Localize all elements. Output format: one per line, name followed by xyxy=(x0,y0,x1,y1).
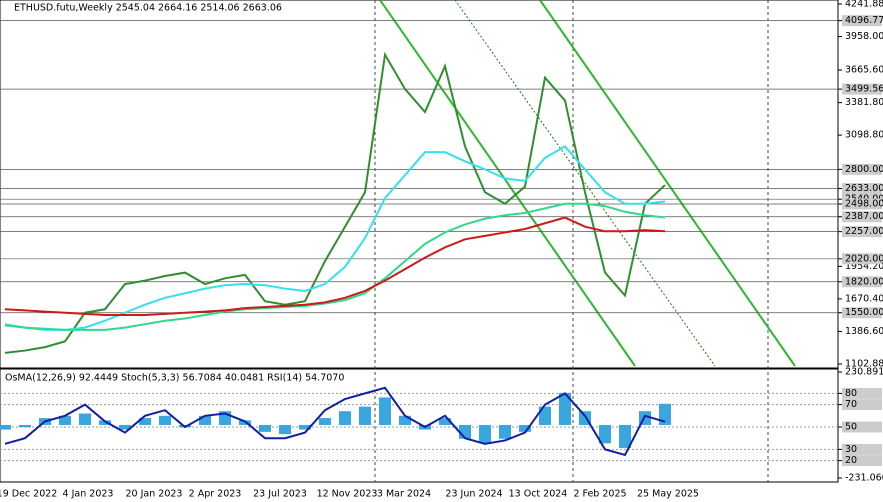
header: ETHUSD.futu,Weekly 2545.04 2664.16 2514.… xyxy=(14,3,282,14)
level-label-box xyxy=(842,307,882,319)
osma-bar xyxy=(459,424,471,439)
osma-bar xyxy=(0,424,11,430)
osma-bar xyxy=(619,424,631,448)
osma-bar xyxy=(79,413,91,425)
x-tick-label: 25 May 2025 xyxy=(637,489,699,500)
y-tick-label: 70 xyxy=(845,399,857,410)
y-tick-label: 2020.00 xyxy=(845,253,883,264)
channel-lines xyxy=(379,0,796,367)
osma-bar xyxy=(339,411,351,425)
y-tick-label: 1102.88 xyxy=(845,359,883,370)
y-tick-label: 3098.80 xyxy=(845,130,883,141)
y-tick-label: 230.8919 xyxy=(845,367,883,378)
trend-line xyxy=(454,0,716,367)
x-tick-label: 2 Apr 2023 xyxy=(189,489,242,500)
y-tick-label: 80 xyxy=(845,388,857,399)
period-separators xyxy=(374,0,769,482)
y-tick-label: 1820.00 xyxy=(845,276,883,287)
y-tick-label: 2257.00 xyxy=(845,226,883,237)
series-line xyxy=(4,202,666,331)
x-tick-label: 23 Jul 2023 xyxy=(253,489,307,500)
osma-bar xyxy=(659,403,671,425)
series-line xyxy=(4,51,666,354)
x-tick-label: 23 Jun 2024 xyxy=(445,489,502,500)
x-tick-label: 20 Jan 2023 xyxy=(126,489,183,500)
level-label-box xyxy=(842,198,882,210)
indicator-header: OsMA(12,26,9) 92.4449 Stoch(5,3,3) 56.70… xyxy=(5,373,344,384)
x-tick-label: 19 Dec 2022 xyxy=(0,489,57,500)
level-label-box xyxy=(842,211,882,223)
osma-bar xyxy=(399,415,411,425)
series-line xyxy=(4,386,666,457)
osma-bar xyxy=(19,424,31,428)
level-label-box xyxy=(842,399,882,411)
x-tick-label: 3 Mar 2024 xyxy=(377,489,431,500)
level-label-box xyxy=(842,83,882,95)
osma-bar xyxy=(319,418,331,425)
osma-bar xyxy=(259,424,271,432)
x-tick-label: 4 Jan 2023 xyxy=(63,489,114,500)
level-label-box xyxy=(842,163,882,175)
x-tick-label: 12 Nov 2023 xyxy=(317,489,378,500)
level-label-box xyxy=(842,276,882,288)
osma-bar xyxy=(279,424,291,435)
y-tick-label: 3381.80 xyxy=(845,97,883,108)
level-label-box xyxy=(842,226,882,238)
y-tick-label: 1670.40 xyxy=(845,293,883,304)
y-tick-label: -231.0603 xyxy=(845,473,883,484)
y-tick-label: 1954.20 xyxy=(845,261,883,272)
osma-bar xyxy=(199,415,211,425)
series-line xyxy=(4,216,666,317)
level-label-box xyxy=(842,253,882,265)
level-label-box xyxy=(842,183,882,195)
y-tick-label: 30 xyxy=(845,444,857,455)
y-tick-label: 50 xyxy=(845,422,857,433)
osma-bar xyxy=(159,415,171,425)
y-tick-label: 1386.60 xyxy=(845,326,883,337)
y-tick-label: 2387.00 xyxy=(845,211,883,222)
y-tick-label: 3499.56 xyxy=(845,84,883,95)
y-tick-label: 3958.00 xyxy=(845,31,883,42)
level-label-box xyxy=(842,443,882,455)
y-tick-label: 1550.00 xyxy=(845,307,883,318)
osma-bar xyxy=(139,418,151,425)
series-line xyxy=(4,145,666,331)
level-label-box xyxy=(842,387,882,399)
osma-bar xyxy=(379,397,391,425)
y-tick-label: 2633.00 xyxy=(845,183,883,194)
level-label-box xyxy=(842,421,882,433)
x-tick-label: 13 Oct 2024 xyxy=(509,489,568,500)
osma-bar xyxy=(519,424,531,432)
osma-bar xyxy=(539,406,551,425)
y-tick-label: 4241.88 xyxy=(845,0,883,10)
osma-bar xyxy=(299,424,311,430)
level-label-box xyxy=(842,455,882,467)
osma-bar xyxy=(59,415,71,425)
osma-bar xyxy=(559,392,571,425)
osma-bar xyxy=(599,424,611,444)
level-label-box xyxy=(842,15,882,27)
y-tick-label: 2800.00 xyxy=(845,164,883,175)
osma-bar xyxy=(499,424,511,439)
osma-bar xyxy=(439,418,451,425)
osma-bar xyxy=(359,406,371,425)
osma-bar xyxy=(99,420,111,425)
osma-bar xyxy=(119,424,131,430)
y-tick-label: 3665.60 xyxy=(845,65,883,76)
y-tick-label: 20 xyxy=(845,455,857,466)
x-tick-label: 2 Feb 2025 xyxy=(573,489,626,500)
y-tick-label: 2498.00 xyxy=(845,198,883,209)
osma-bar xyxy=(479,424,491,444)
y-tick-label: 4096.77 xyxy=(845,15,883,26)
